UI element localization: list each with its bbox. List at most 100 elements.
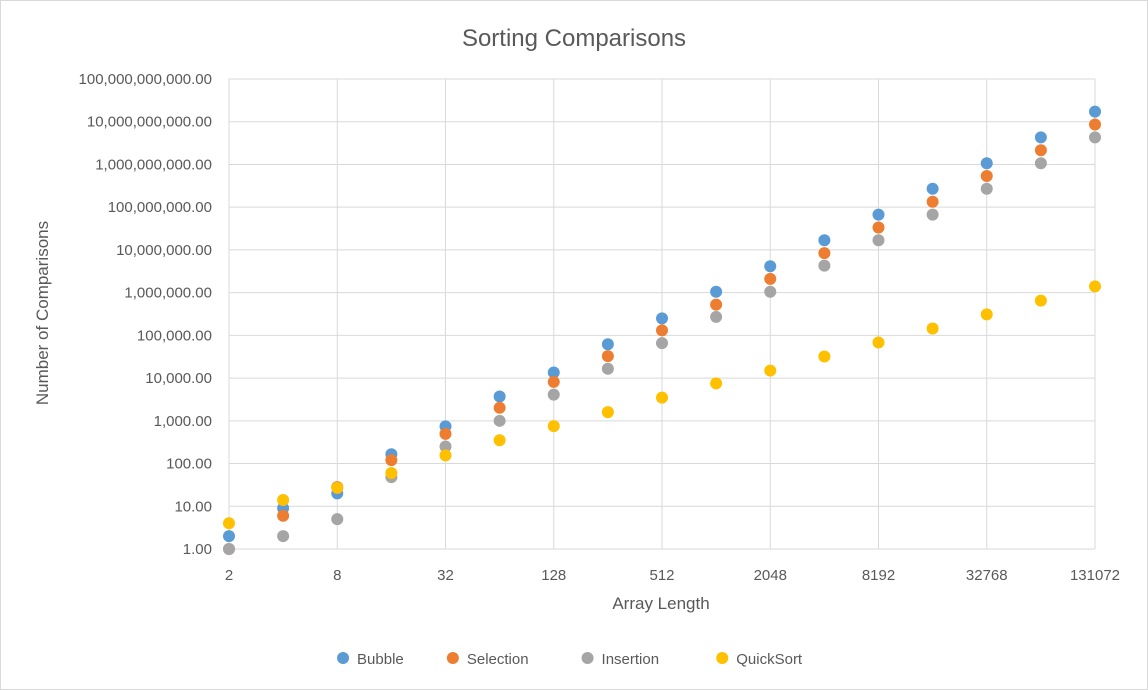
x-axis-title: Array Length — [612, 594, 709, 613]
point-quicksort — [656, 391, 668, 404]
point-insertion — [223, 543, 235, 555]
point-insertion — [439, 440, 452, 453]
chart-title: Sorting Comparisons — [462, 25, 686, 52]
x-tick-label: 2048 — [754, 567, 787, 584]
y-tick-label: 100.00 — [166, 456, 212, 473]
legend-marker — [716, 652, 729, 664]
y-tick-label: 100,000,000,000.00 — [79, 71, 212, 88]
point-quicksort — [331, 481, 344, 494]
point-insertion — [872, 234, 885, 247]
y-tick-label: 1,000,000,000.00 — [95, 156, 212, 173]
point-selection — [1089, 118, 1101, 131]
point-bubble — [547, 366, 560, 379]
point-insertion — [331, 513, 344, 526]
point-quicksort — [223, 517, 235, 530]
point-bubble — [493, 390, 506, 403]
point-quicksort — [439, 449, 452, 462]
point-quicksort — [547, 420, 560, 433]
series-quicksort — [223, 280, 1101, 530]
point-insertion — [656, 337, 668, 350]
point-insertion — [547, 388, 560, 401]
point-selection — [385, 454, 398, 467]
point-bubble — [818, 234, 831, 247]
point-quicksort — [1034, 294, 1047, 307]
y-tick-label: 1.00 — [183, 541, 212, 558]
legend-label: Insertion — [602, 651, 660, 668]
point-bubble — [710, 285, 723, 298]
data-points — [223, 105, 1101, 555]
point-quicksort — [818, 350, 831, 363]
point-insertion — [710, 310, 723, 323]
y-tick-label: 100,000,000.00 — [108, 199, 212, 216]
point-insertion — [1034, 157, 1047, 170]
legend-item-selection: Selection — [446, 651, 529, 668]
point-quicksort — [710, 377, 723, 390]
point-quicksort — [872, 336, 885, 349]
legend-marker — [581, 652, 594, 664]
x-tick-label: 2 — [225, 567, 233, 584]
point-selection — [601, 350, 614, 363]
x-tick-label: 131072 — [1070, 567, 1120, 584]
legend: Bubble Selection Insertion QuickSort — [337, 651, 803, 668]
legend-label: QuickSort — [736, 651, 803, 668]
y-tick-label: 10,000,000.00 — [116, 242, 212, 259]
y-axis-tick-labels: 1.00 10.00 100.00 1,000.00 10,000.00 100,000.… — [79, 71, 212, 558]
x-tick-label: 8192 — [862, 567, 895, 584]
point-insertion — [926, 208, 939, 221]
x-tick-label: 128 — [541, 567, 566, 584]
point-insertion — [277, 530, 290, 543]
x-axis-tick-labels: 2 8 32 128 512 2048 8192 32768 131072 — [225, 567, 1120, 584]
y-tick-label: 10,000.00 — [145, 370, 212, 387]
legend-label: Bubble — [357, 651, 404, 668]
x-tick-label: 8 — [333, 567, 341, 584]
legend-item-bubble: Bubble — [337, 651, 404, 668]
y-tick-label: 1,000.00 — [154, 413, 212, 430]
x-tick-label: 32768 — [966, 567, 1008, 584]
x-tick-label: 512 — [649, 567, 674, 584]
point-quicksort — [277, 494, 290, 507]
legend-label: Selection — [467, 651, 529, 668]
point-quicksort — [764, 364, 777, 377]
y-tick-label: 100,000.00 — [137, 327, 212, 344]
point-insertion — [818, 259, 831, 272]
point-quicksort — [1089, 280, 1101, 293]
point-selection — [493, 401, 506, 414]
y-axis-title: Number of Comparisons — [33, 221, 52, 405]
point-selection — [926, 195, 939, 208]
point-bubble — [980, 157, 993, 170]
point-selection — [980, 169, 993, 182]
point-selection — [277, 509, 290, 522]
point-bubble — [656, 312, 668, 325]
point-quicksort — [385, 467, 398, 480]
y-tick-label: 1,000,000.00 — [124, 285, 212, 302]
point-bubble — [872, 208, 885, 221]
point-insertion — [980, 182, 993, 195]
legend-marker — [337, 652, 350, 664]
point-quicksort — [493, 434, 506, 447]
y-tick-label: 10.00 — [174, 498, 212, 515]
point-quicksort — [926, 322, 939, 335]
point-insertion — [1089, 131, 1101, 144]
point-bubble — [1034, 131, 1047, 144]
point-selection — [1034, 144, 1047, 157]
point-bubble — [1089, 105, 1101, 118]
point-bubble — [601, 338, 614, 351]
point-insertion — [493, 414, 506, 427]
legend-marker — [446, 652, 459, 664]
point-bubble — [223, 530, 235, 543]
point-bubble — [764, 260, 777, 273]
point-selection — [439, 427, 452, 440]
legend-item-insertion: Insertion — [581, 651, 660, 668]
point-insertion — [601, 362, 614, 375]
y-tick-label: 10,000,000,000.00 — [87, 114, 212, 131]
point-selection — [818, 247, 831, 260]
point-bubble — [926, 182, 939, 195]
point-selection — [872, 221, 885, 234]
point-insertion — [764, 285, 777, 298]
point-quicksort — [601, 406, 614, 419]
point-selection — [764, 272, 777, 285]
x-tick-label: 32 — [437, 567, 454, 584]
point-selection — [656, 324, 668, 337]
